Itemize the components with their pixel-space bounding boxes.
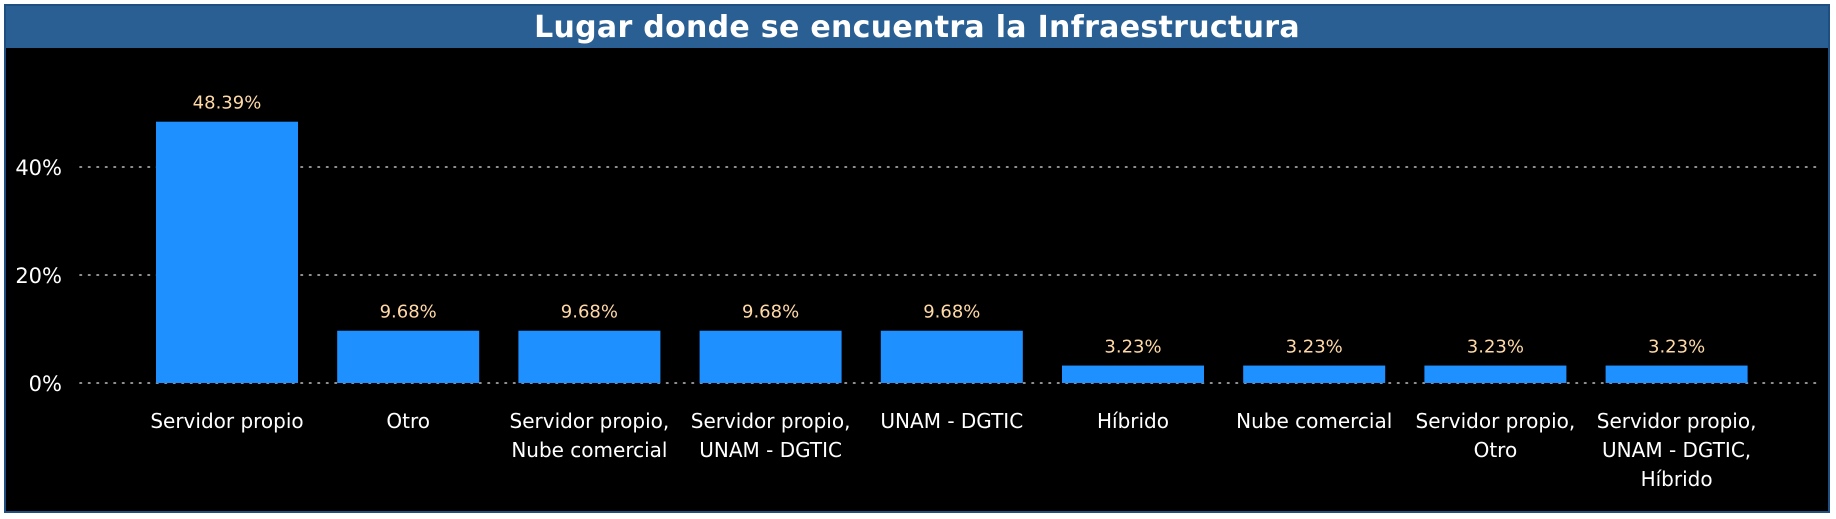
category-label: Servidor propio, Otro xyxy=(1416,409,1576,462)
category-label: UNAM - DGTIC xyxy=(880,409,1023,433)
category-label-line: Nube comercial xyxy=(511,438,667,462)
bars xyxy=(156,121,1748,383)
y-tick-label: 0% xyxy=(29,372,62,396)
data-label: 9.68% xyxy=(742,302,799,323)
data-label: 3.23% xyxy=(1104,337,1161,358)
category-label: Servidor propio, UNAM - DGTIC, Híbrido xyxy=(1597,409,1757,491)
bar xyxy=(1424,365,1567,383)
data-label: 9.68% xyxy=(923,302,980,323)
category-label-line: Servidor propio, xyxy=(510,409,670,433)
y-tick-label: 40% xyxy=(15,156,62,180)
bar xyxy=(337,330,480,383)
category-label-line: Otro xyxy=(1474,438,1518,462)
category-label-line: Servidor propio xyxy=(150,409,303,433)
bar xyxy=(518,330,661,383)
category-label-line: Híbrido xyxy=(1641,467,1713,491)
bar xyxy=(1243,365,1386,383)
data-labels: 48.39% 9.68% 9.68% 9.68% 9.68% 3.23% 3.23% 3.23… xyxy=(193,93,1706,358)
category-label: Híbrido xyxy=(1097,409,1169,433)
x-axis-categories: Servidor propio Otro Servidor propio, Nube … xyxy=(150,409,1756,491)
category-label: Servidor propio, Nube comercial xyxy=(510,409,670,462)
category-label-line: UNAM - DGTIC, xyxy=(1602,438,1751,462)
chart-title-bar: Lugar donde se encuentra la Infraestruct… xyxy=(6,6,1828,48)
y-axis-ticks: 0% 20% 40% xyxy=(15,156,62,396)
chart-title: Lugar donde se encuentra la Infraestruct… xyxy=(534,9,1300,45)
data-label: 48.39% xyxy=(193,93,262,114)
bar xyxy=(156,121,298,383)
data-label: 9.68% xyxy=(380,302,437,323)
category-label-line: UNAM - DGTIC xyxy=(880,409,1023,433)
category-label-line: Otro xyxy=(386,409,430,433)
category-label-line: Servidor propio, xyxy=(1416,409,1576,433)
y-tick-label: 20% xyxy=(15,264,62,288)
bar xyxy=(1605,365,1748,383)
bar xyxy=(880,330,1023,383)
category-label: Servidor propio xyxy=(150,409,303,433)
category-label-line: Servidor propio, xyxy=(691,409,851,433)
category-label: Servidor propio, UNAM - DGTIC xyxy=(691,409,851,462)
category-label: Nube comercial xyxy=(1236,409,1392,433)
chart-frame: Lugar donde se encuentra la Infraestruct… xyxy=(4,4,1830,513)
category-label-line: UNAM - DGTIC xyxy=(699,438,842,462)
data-label: 3.23% xyxy=(1467,337,1524,358)
data-label: 9.68% xyxy=(561,302,618,323)
category-label-line: Nube comercial xyxy=(1236,409,1392,433)
category-label: Otro xyxy=(386,409,430,433)
bar xyxy=(1062,365,1204,383)
bar xyxy=(699,330,842,383)
category-label-line: Servidor propio, xyxy=(1597,409,1757,433)
data-label: 3.23% xyxy=(1648,337,1705,358)
category-label-line: Híbrido xyxy=(1097,409,1169,433)
data-label: 3.23% xyxy=(1286,337,1343,358)
